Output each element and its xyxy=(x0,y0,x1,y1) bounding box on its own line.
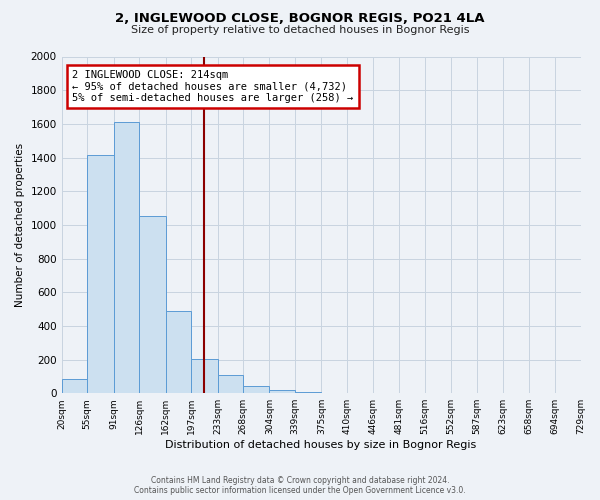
Bar xyxy=(62,379,87,393)
X-axis label: Distribution of detached houses by size in Bognor Regis: Distribution of detached houses by size … xyxy=(166,440,477,450)
Bar xyxy=(191,358,218,393)
Bar xyxy=(269,390,295,393)
Y-axis label: Number of detached properties: Number of detached properties xyxy=(15,143,25,307)
Bar xyxy=(166,310,191,393)
Text: 2 INGLEWOOD CLOSE: 214sqm
← 95% of detached houses are smaller (4,732)
5% of sem: 2 INGLEWOOD CLOSE: 214sqm ← 95% of detac… xyxy=(72,70,353,103)
Text: 2, INGLEWOOD CLOSE, BOGNOR REGIS, PO21 4LA: 2, INGLEWOOD CLOSE, BOGNOR REGIS, PO21 4… xyxy=(115,12,485,26)
Bar xyxy=(295,392,322,393)
Bar xyxy=(243,386,269,393)
Bar xyxy=(139,216,166,393)
Text: Contains HM Land Registry data © Crown copyright and database right 2024.: Contains HM Land Registry data © Crown c… xyxy=(151,476,449,485)
Text: Size of property relative to detached houses in Bognor Regis: Size of property relative to detached ho… xyxy=(131,25,469,35)
Bar xyxy=(218,374,243,393)
Text: Contains public sector information licensed under the Open Government Licence v3: Contains public sector information licen… xyxy=(134,486,466,495)
Bar xyxy=(113,122,139,393)
Bar xyxy=(87,155,113,393)
